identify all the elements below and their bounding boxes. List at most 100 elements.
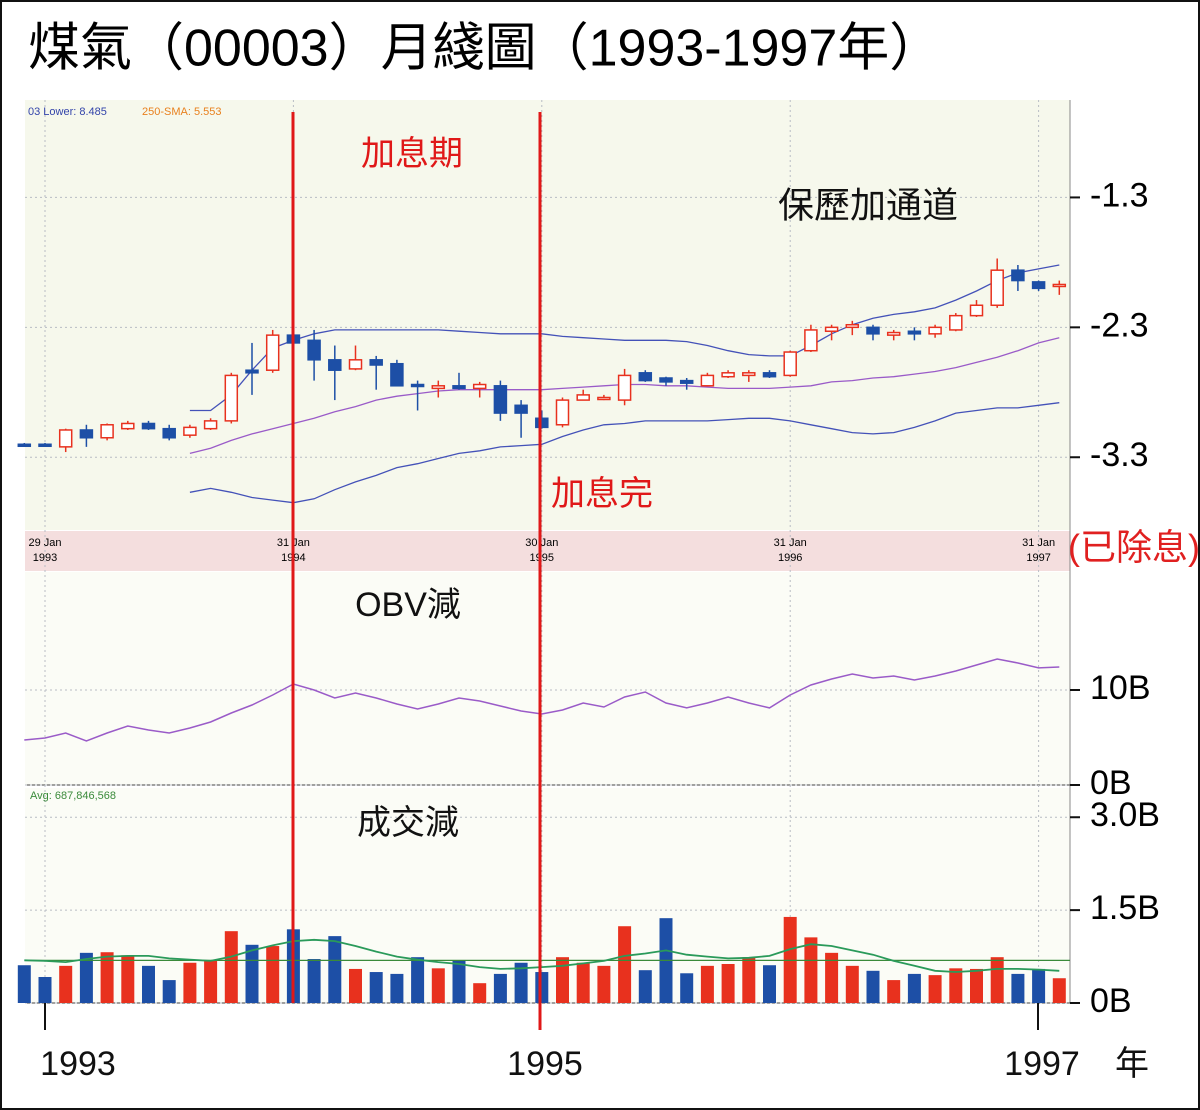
- volume-bar: [204, 960, 218, 1003]
- candle-body: [307, 339, 321, 361]
- volume-bar: [638, 970, 652, 1003]
- candle-body: [183, 426, 197, 436]
- volume-bar: [452, 960, 466, 1003]
- volume-bar: [845, 965, 859, 1003]
- candle-body: [328, 359, 342, 371]
- volume-bar: [1011, 973, 1025, 1003]
- y-tick-label: -3.3: [1090, 436, 1149, 474]
- volume-bar: [390, 973, 404, 1003]
- candle-body: [659, 377, 673, 383]
- y-tick-label: -1.3: [1090, 176, 1149, 214]
- candle-body: [824, 326, 839, 332]
- legend-text: 250-SMA: 5.553: [142, 106, 222, 118]
- candle-body: [555, 399, 570, 426]
- candle-body: [141, 422, 156, 430]
- year-label: 1995: [507, 1045, 583, 1083]
- annotation: 保歷加通道: [778, 185, 958, 226]
- year-unit: 年: [1115, 1045, 1149, 1083]
- volume-bar: [514, 962, 528, 1003]
- volume-bar: [680, 973, 694, 1003]
- volume-bar: [1052, 978, 1066, 1003]
- volume-bar: [79, 952, 93, 1003]
- volume-panel: [25, 788, 1070, 1003]
- y-tick-label: -2.3: [1090, 306, 1149, 344]
- page-title: 煤氣（00003）月綫圖（1993-1997年）: [28, 20, 941, 78]
- y-tick-label: 10B: [1090, 669, 1151, 707]
- panel-title: 成交減: [357, 804, 459, 842]
- x-tick-label: 31 Jan 1997: [1022, 537, 1055, 564]
- candle-body: [431, 385, 446, 390]
- band-line: [189, 402, 1060, 504]
- volume-bar: [17, 965, 31, 1003]
- volume-bar: [121, 955, 135, 1003]
- volume-bar: [887, 980, 901, 1003]
- candle-body: [369, 359, 383, 366]
- y-tick-label: 3.0B: [1090, 796, 1160, 834]
- candle-body: [203, 420, 218, 430]
- volume-bar: [266, 946, 280, 1003]
- volume-ma-line: [24, 938, 1060, 973]
- candle-body: [535, 417, 549, 429]
- y-tick-label: 1.5B: [1090, 889, 1160, 927]
- volume-bar: [473, 983, 487, 1003]
- date-strip: [25, 531, 1070, 571]
- volume-bar: [100, 952, 114, 1003]
- volume-bar: [597, 965, 611, 1003]
- volume-bar: [970, 968, 983, 1003]
- candle-body: [762, 372, 777, 378]
- panel-title: OBV減: [355, 586, 461, 624]
- volume-bar: [162, 980, 176, 1003]
- volume-bar: [535, 972, 549, 1003]
- volume-bar: [411, 957, 425, 1003]
- candle-body: [493, 385, 508, 414]
- volume-bar: [224, 931, 238, 1003]
- candle-body: [638, 372, 653, 382]
- y-tick-label: 0B: [1090, 764, 1132, 802]
- candle-body: [866, 326, 880, 335]
- obv-panel: [25, 572, 1070, 785]
- candle-body: [886, 331, 901, 336]
- candle-body: [597, 396, 611, 401]
- legend-text: 03 Lower: 8.485: [28, 106, 107, 118]
- volume-bar: [349, 968, 362, 1003]
- ex-dividend-note: (已除息): [1068, 527, 1200, 568]
- candle-body: [907, 330, 922, 335]
- volume-bar: [328, 936, 342, 1003]
- candle-body: [783, 351, 797, 377]
- volume-bar: [907, 973, 921, 1003]
- year-label: 1997: [1004, 1045, 1080, 1083]
- volume-bar: [700, 965, 714, 1003]
- year-label: 1993: [40, 1045, 116, 1083]
- average-label: Avg: 687,846,568: [30, 790, 116, 802]
- volume-bar: [556, 957, 569, 1003]
- candle-body: [348, 359, 363, 370]
- candle-body: [969, 304, 984, 317]
- volume-bar: [990, 957, 1004, 1003]
- band-line: [189, 264, 1060, 412]
- candle-body: [700, 374, 715, 387]
- candle-body: [928, 326, 942, 335]
- candle-body: [617, 374, 632, 401]
- candle-body: [100, 424, 114, 439]
- volume-bar: [307, 959, 321, 1003]
- candle-body: [265, 334, 280, 371]
- volume-bar: [245, 944, 259, 1003]
- volume-bar: [1032, 968, 1046, 1003]
- volume-bar: [431, 968, 445, 1003]
- candle-body: [58, 429, 73, 448]
- volume-bar: [825, 952, 839, 1003]
- candle-body: [121, 422, 135, 430]
- volume-bar: [721, 963, 735, 1003]
- volume-bar: [618, 926, 632, 1003]
- candle-body: [514, 404, 528, 414]
- candle-body: [742, 372, 756, 377]
- volume-bar: [576, 962, 590, 1003]
- candle-body: [1011, 269, 1025, 282]
- candle-body: [79, 429, 94, 439]
- candle-body: [410, 383, 425, 388]
- volume-bar: [866, 970, 880, 1003]
- candle-body: [390, 362, 404, 387]
- candle-body: [1052, 283, 1067, 288]
